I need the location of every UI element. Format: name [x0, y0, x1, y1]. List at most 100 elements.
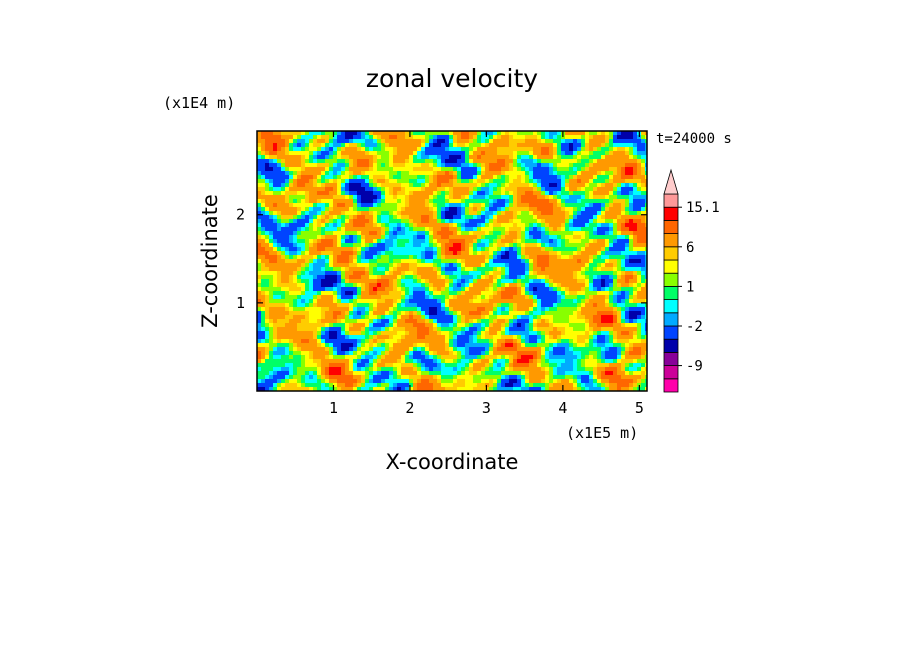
- field-cell: [493, 295, 497, 299]
- field-cell: [353, 263, 357, 267]
- field-cell: [489, 151, 493, 155]
- field-cell: [357, 175, 361, 179]
- field-cell: [345, 307, 349, 311]
- field-cell: [469, 271, 473, 275]
- field-cell: [325, 195, 329, 199]
- field-cell: [377, 263, 381, 267]
- field-cell: [565, 191, 569, 195]
- field-cell: [341, 295, 345, 299]
- field-cell: [525, 195, 529, 199]
- field-cell: [401, 251, 405, 255]
- field-cell: [429, 271, 433, 275]
- field-cell: [329, 139, 333, 143]
- field-cell: [405, 143, 409, 147]
- field-cell: [385, 239, 389, 243]
- field-cell: [301, 215, 305, 219]
- field-cell: [325, 271, 329, 275]
- field-cell: [577, 259, 581, 263]
- field-cell: [453, 235, 457, 239]
- field-cell: [593, 151, 597, 155]
- field-cell: [573, 263, 577, 267]
- field-cell: [417, 195, 421, 199]
- field-cell: [265, 211, 269, 215]
- field-cell: [629, 275, 633, 279]
- field-cell: [549, 235, 553, 239]
- field-cell: [333, 307, 337, 311]
- field-cell: [613, 295, 617, 299]
- field-cell: [605, 147, 609, 151]
- field-cell: [413, 295, 417, 299]
- field-cell: [453, 155, 457, 159]
- field-cell: [609, 307, 613, 311]
- field-cell: [449, 139, 453, 143]
- field-cell: [365, 167, 369, 171]
- field-cell: [613, 175, 617, 179]
- field-cell: [465, 247, 469, 251]
- field-cell: [405, 267, 409, 271]
- field-cell: [545, 243, 549, 247]
- field-cell: [425, 267, 429, 271]
- field-cell: [565, 259, 569, 263]
- field-cell: [589, 275, 593, 279]
- field-cell: [329, 219, 333, 223]
- field-cell: [621, 259, 625, 263]
- field-cell: [501, 279, 505, 283]
- field-cell: [321, 275, 325, 279]
- field-cell: [409, 303, 413, 307]
- field-cell: [537, 299, 541, 303]
- field-cell: [413, 307, 417, 311]
- field-cell: [533, 191, 537, 195]
- field-cell: [621, 195, 625, 199]
- field-cell: [645, 215, 647, 219]
- field-cell: [293, 291, 297, 295]
- field-cell: [533, 243, 537, 247]
- field-cell: [633, 191, 637, 195]
- field-cell: [541, 283, 545, 287]
- field-cell: [357, 179, 361, 183]
- field-cell: [349, 191, 353, 195]
- field-cell: [505, 215, 509, 219]
- field-cell: [313, 179, 317, 183]
- field-cell: [401, 303, 405, 307]
- field-cell: [361, 163, 365, 167]
- field-cell: [417, 191, 421, 195]
- field-cell: [465, 307, 469, 311]
- field-cell: [473, 303, 477, 307]
- field-cell: [441, 299, 445, 303]
- field-cell: [265, 275, 269, 279]
- field-cell: [321, 167, 325, 171]
- field-cell: [353, 299, 357, 303]
- field-cell: [337, 275, 341, 279]
- field-cell: [513, 243, 517, 247]
- field-cell: [553, 163, 557, 167]
- field-cell: [425, 143, 429, 147]
- field-cell: [421, 299, 425, 303]
- field-cell: [625, 227, 629, 231]
- field-cell: [321, 131, 325, 135]
- field-cell: [553, 215, 557, 219]
- field-cell: [633, 283, 637, 287]
- field-cell: [369, 291, 373, 295]
- field-cell: [509, 151, 513, 155]
- field-cell: [345, 279, 349, 283]
- field-cell: [285, 203, 289, 207]
- field-cell: [509, 263, 513, 267]
- field-cell: [641, 235, 645, 239]
- field-cell: [421, 255, 425, 259]
- field-cell: [641, 211, 645, 215]
- field-cell: [557, 263, 561, 267]
- field-cell: [489, 143, 493, 147]
- field-cell: [393, 143, 397, 147]
- field-cell: [433, 243, 437, 247]
- field-cell: [497, 279, 501, 283]
- field-cell: [505, 311, 509, 315]
- field-cell: [417, 143, 421, 147]
- field-cell: [373, 207, 377, 211]
- field-cell: [441, 331, 445, 335]
- field-cell: [609, 263, 613, 267]
- field-cell: [381, 167, 385, 171]
- field-cell: [525, 151, 529, 155]
- field-cell: [317, 271, 321, 275]
- field-cell: [557, 163, 561, 167]
- field-cell: [273, 187, 277, 191]
